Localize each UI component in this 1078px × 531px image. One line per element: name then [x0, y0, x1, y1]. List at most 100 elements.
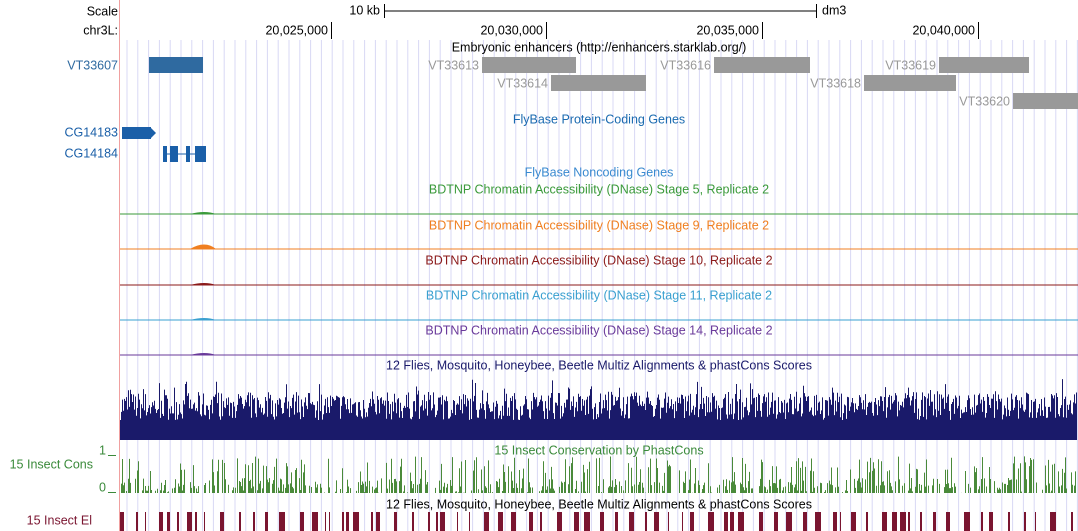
element-block — [724, 512, 728, 531]
track-title: BDTNP Chromatin Accessibility (DNase) St… — [426, 288, 772, 302]
axis-min: 0 — [99, 480, 106, 494]
track-title: BDTNP Chromatin Accessibility (DNase) St… — [429, 182, 769, 196]
signal-peak — [190, 318, 216, 320]
track-title: FlyBase Noncoding Genes — [525, 165, 674, 179]
signal-peak — [190, 244, 216, 249]
element-block — [645, 512, 647, 531]
scale-label: Scale — [87, 4, 118, 18]
gene-exon — [186, 146, 190, 162]
element-block — [484, 512, 489, 531]
element-block — [786, 512, 792, 531]
track-label: 15 Insect Cons — [10, 457, 93, 471]
enhancer-label: VT33620 — [959, 94, 1010, 108]
element-block — [682, 512, 683, 531]
element-block — [866, 512, 868, 531]
gene-label: CG14184 — [64, 146, 118, 160]
element-block — [511, 512, 516, 531]
element-block — [774, 512, 778, 531]
enhancer — [939, 57, 1029, 73]
position-label: 20,035,000 — [696, 23, 759, 37]
enhancer — [1013, 93, 1078, 109]
element-block — [615, 512, 618, 531]
enhancer-label: VT33616 — [660, 58, 711, 72]
position-label: 20,030,000 — [480, 23, 543, 37]
element-block — [204, 512, 205, 531]
element-block — [882, 512, 887, 531]
enhancer-label: VT33619 — [885, 58, 936, 72]
track-title: 12 Flies, Mosquito, Honeybee, Beetle Mul… — [386, 497, 812, 511]
element-block — [436, 512, 438, 531]
element-block — [136, 512, 138, 531]
element-block — [933, 512, 936, 531]
track-label: 15 Insect El — [27, 513, 92, 527]
element-block — [964, 512, 970, 531]
element-block — [469, 512, 470, 531]
element-block — [574, 512, 579, 531]
element-block — [1071, 512, 1073, 531]
element-block — [120, 512, 124, 531]
element-block — [920, 512, 922, 531]
element-block — [457, 512, 458, 531]
element-block — [668, 512, 669, 531]
element-block — [730, 512, 734, 531]
axis-max: 1 — [99, 443, 106, 457]
enhancer-label: VT33614 — [497, 76, 548, 90]
element-block — [908, 512, 910, 531]
element-block — [629, 512, 634, 531]
element-block — [540, 512, 542, 531]
track-title: BDTNP Chromatin Accessibility (DNase) St… — [425, 323, 772, 337]
track-title: 15 Insect Conservation by PhastCons — [494, 443, 703, 457]
gene-arrow — [151, 128, 156, 138]
element-block — [708, 512, 714, 531]
track-title: BDTNP Chromatin Accessibility (DNase) St… — [425, 253, 772, 267]
element-block — [833, 512, 837, 531]
element-block — [412, 512, 414, 531]
element-block — [989, 512, 993, 531]
phastcons-signal — [121, 456, 1076, 493]
element-block — [900, 512, 906, 531]
element-block — [376, 512, 380, 531]
element-block — [584, 512, 590, 531]
element-block — [1008, 512, 1010, 531]
scale-text: 10 kb — [349, 3, 380, 17]
element-block — [1024, 512, 1026, 531]
element-block — [600, 512, 604, 531]
track-title: BDTNP Chromatin Accessibility (DNase) St… — [429, 218, 769, 232]
gene-exon — [170, 146, 178, 162]
element-block — [498, 512, 503, 531]
element-block — [195, 512, 197, 531]
multiz-base — [120, 420, 1077, 440]
track-title: 12 Flies, Mosquito, Honeybee, Beetle Mul… — [386, 358, 812, 372]
enhancer — [149, 57, 203, 73]
track-title: Embryonic enhancers (http://enhancers.st… — [452, 40, 747, 54]
element-block — [279, 512, 285, 531]
element-block — [1050, 512, 1056, 531]
position-label: 20,040,000 — [912, 23, 975, 37]
element-block — [312, 512, 318, 531]
element-block — [840, 512, 841, 531]
element-block — [265, 512, 268, 531]
element-block — [342, 512, 344, 531]
element-block — [803, 512, 807, 531]
element-block — [981, 512, 983, 531]
gene-exon — [163, 146, 167, 162]
element-block — [353, 512, 359, 531]
enhancer — [551, 75, 646, 91]
signal-peak — [190, 283, 216, 285]
element-block — [690, 512, 694, 531]
gene-block — [122, 127, 151, 139]
element-block — [145, 512, 146, 531]
element-block — [300, 512, 304, 531]
element-block — [428, 512, 430, 531]
element-block — [946, 512, 950, 531]
track-title: FlyBase Protein-Coding Genes — [513, 112, 685, 126]
element-block — [159, 512, 163, 531]
element-block — [394, 512, 397, 531]
signal-peak — [190, 353, 216, 355]
position-label: 20,025,000 — [265, 23, 328, 37]
enhancer-label: VT33618 — [810, 76, 861, 90]
element-block — [529, 512, 533, 531]
element-block — [892, 512, 897, 531]
element-block — [239, 512, 241, 531]
